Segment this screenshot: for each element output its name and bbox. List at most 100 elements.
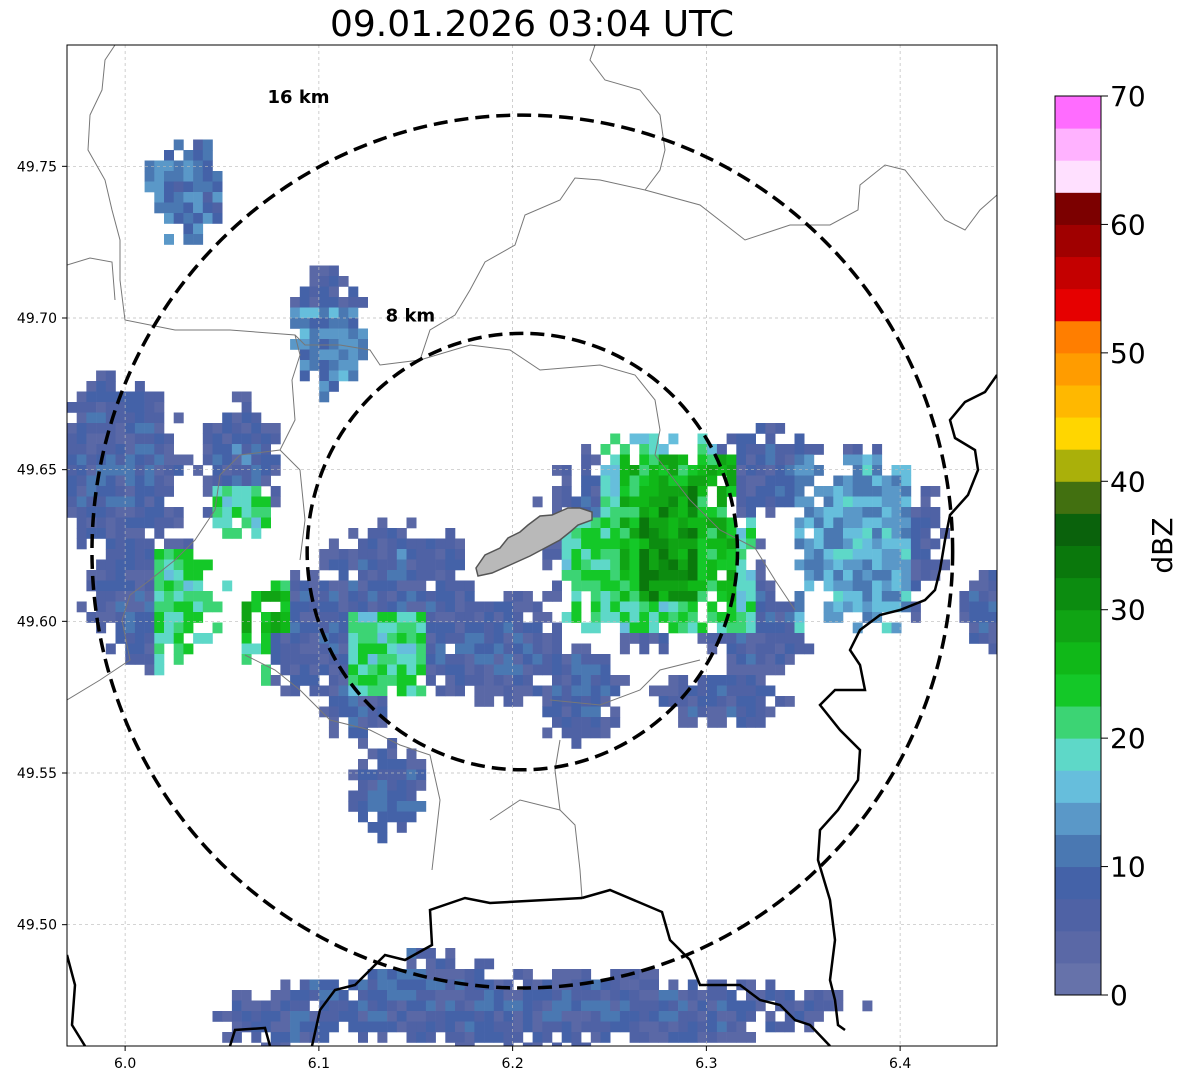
radar-pixel (212, 475, 223, 487)
radar-pixel (668, 496, 679, 508)
radar-pixel (328, 549, 339, 560)
radar-pixel (125, 444, 136, 455)
radar-pixel (862, 454, 873, 466)
radar-pixel (610, 528, 621, 539)
radar-pixel (406, 549, 417, 560)
radar-pixel (901, 528, 912, 539)
radar-pixel (649, 538, 659, 550)
radar-pixel (387, 622, 398, 634)
radar-pixel (862, 549, 873, 560)
radar-pixel (726, 486, 737, 497)
radar-pixel (707, 538, 718, 550)
radar-pixel (881, 549, 892, 560)
radar-pixel (726, 643, 737, 655)
radar-pixel (581, 969, 592, 980)
radar-pixel (416, 664, 427, 676)
radar-pixel (280, 654, 291, 665)
radar-pixel (396, 780, 407, 791)
radar-pixel (115, 465, 126, 476)
radar-pixel (251, 507, 262, 518)
radar-pixel (619, 633, 630, 644)
radar-pixel (552, 538, 562, 550)
radar-pixel (328, 276, 339, 287)
radar-pixel (746, 454, 756, 466)
radar-pixel (435, 664, 446, 676)
radar-pixel (319, 559, 330, 571)
radar-pixel (396, 622, 407, 634)
radar-pixel (328, 349, 339, 361)
radar-pixel (367, 696, 378, 707)
radar-pixel (600, 601, 611, 613)
radar-pixel (377, 517, 388, 529)
radar-pixel (503, 612, 514, 623)
radar-pixel (678, 559, 689, 571)
radar-pixel (678, 717, 689, 728)
radar-pixel (173, 601, 184, 613)
radar-pixel (658, 1011, 669, 1022)
radar-pixel (261, 423, 271, 434)
radar-pixel (115, 633, 126, 644)
radar-pixel (629, 496, 640, 508)
radar-pixel (668, 517, 679, 529)
radar-pixel (901, 538, 912, 550)
radar-pixel (183, 591, 194, 602)
radar-pixel (503, 696, 514, 707)
radar-pixel (658, 1032, 669, 1043)
radar-pixel (804, 507, 815, 518)
radar-pixel (125, 402, 136, 413)
radar-pixel (678, 622, 689, 634)
radar-pixel (716, 591, 727, 602)
radar-pixel (105, 465, 116, 476)
radar-pixel (377, 591, 388, 602)
radar-pixel (338, 706, 349, 718)
radar-pixel (164, 444, 174, 455)
colorbar-swatch (1055, 96, 1101, 129)
boundary-line (419, 177, 646, 361)
radar-pixel (328, 1000, 339, 1012)
radar-pixel (406, 969, 417, 980)
radar-pixel (387, 969, 398, 980)
radar-pixel (406, 748, 417, 760)
radar-pixel (348, 622, 359, 634)
radar-pixel (639, 612, 650, 623)
radar-pixel (765, 454, 776, 466)
radar-pixel (532, 601, 543, 613)
radar-pixel (125, 549, 136, 560)
radar-pixel (590, 538, 601, 550)
radar-pixel (813, 1011, 824, 1022)
radar-pixel (416, 580, 427, 592)
radar-pixel (251, 643, 262, 655)
radar-pixel (241, 412, 252, 424)
radar-pixel (590, 990, 601, 1001)
radar-pixel (134, 528, 145, 539)
radar-pixel (639, 454, 650, 466)
radar-pixel (338, 643, 349, 655)
boundary-line (294, 334, 661, 456)
radar-pixel (833, 580, 844, 592)
radar-pixel (241, 486, 252, 497)
radar-pixel (784, 633, 795, 644)
radar-pixel (600, 591, 611, 602)
radar-pixel (649, 570, 659, 581)
radar-pixel (571, 1042, 582, 1046)
radar-pixel (406, 979, 417, 991)
radar-pixel (164, 192, 174, 203)
radar-pixel (115, 412, 126, 424)
radar-pixel (348, 633, 359, 644)
radar-pixel (474, 990, 485, 1001)
radar-pixel (581, 444, 592, 455)
radar-pixel (144, 591, 155, 602)
radar-pixel (231, 507, 242, 518)
radar-pixel (319, 318, 330, 329)
radar-pixel (610, 612, 621, 623)
radar-pixel (522, 990, 533, 1001)
radar-pixel (969, 612, 980, 623)
radar-pixel (619, 549, 630, 560)
radar-pixel (784, 990, 795, 1001)
radar-pixel (639, 969, 650, 980)
radar-pixel (716, 990, 727, 1001)
radar-pixel (387, 780, 398, 791)
radar-pixel (387, 654, 398, 665)
radar-pixel (833, 549, 844, 560)
